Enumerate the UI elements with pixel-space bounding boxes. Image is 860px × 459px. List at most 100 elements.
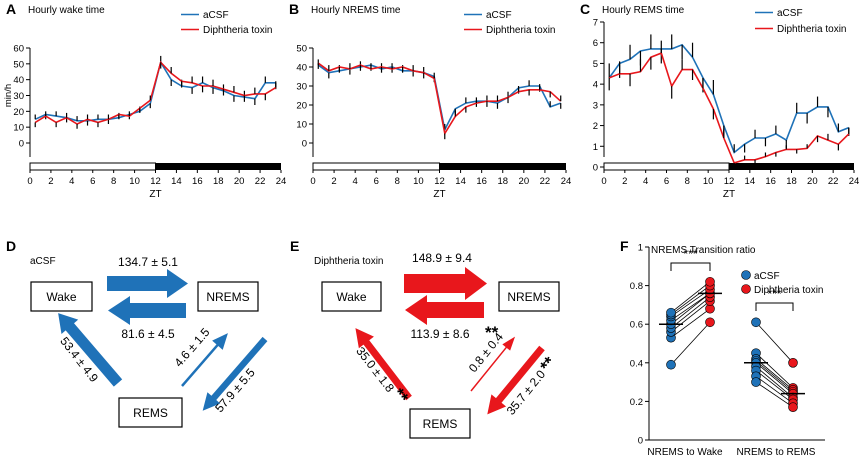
dt-point — [788, 402, 798, 412]
pair-line — [670, 292, 711, 321]
y-tick-label: 20 — [13, 107, 24, 118]
acsf-point — [751, 317, 761, 328]
x-tick-label: 24 — [849, 176, 860, 187]
pair-line — [670, 300, 711, 333]
legend-label-dt: Diphtheria toxin — [754, 285, 823, 296]
y-tick-label: 50 — [296, 44, 307, 55]
x-tick-label: 2 — [48, 176, 53, 187]
wake-node-label: Wake — [46, 290, 77, 304]
rems-to-nrems-arrow — [202, 336, 268, 411]
pair-line — [755, 360, 794, 393]
nrems-node-box — [197, 281, 259, 312]
panel-e: E Diphtheria toxin Wake NREMS REMS 148.9… — [290, 238, 560, 439]
significance-bracket — [670, 262, 711, 271]
y-tick-label: 0.6 — [630, 320, 643, 331]
legend-label-acsf: aCSF — [754, 271, 780, 282]
y-tick-label: 5 — [593, 59, 598, 70]
dark-phase-bar — [155, 163, 281, 170]
pair-line — [755, 366, 794, 398]
x-tick-label: 8 — [685, 176, 690, 187]
nrems-node-label: NREMS — [206, 290, 249, 304]
y-tick-label: 0 — [638, 436, 643, 447]
acsf-point — [666, 307, 676, 318]
y-tick-label: 0.2 — [630, 397, 643, 408]
y-tick-label: 10 — [13, 123, 24, 134]
y-tick-label: 3 — [593, 100, 598, 111]
wake-to-nrems-value: 148.9 ± 9.4 — [412, 251, 472, 265]
x-tick-label: 10 — [413, 176, 424, 187]
x-tick-label: 0 — [310, 176, 315, 187]
rems-to-wake-arrow — [355, 328, 412, 401]
x-tick-label: 4 — [353, 176, 358, 187]
pair-line — [755, 352, 794, 389]
x-tick-label: 14 — [745, 176, 756, 187]
x-tick-label: 18 — [786, 176, 797, 187]
significance-bracket — [755, 302, 794, 311]
panel-d-subtitle: aCSF — [30, 256, 56, 267]
x-tick-label: 16 — [476, 176, 487, 187]
wake-to-nrems-arrow — [107, 269, 188, 298]
series-line-dt — [608, 52, 850, 164]
nrems-to-wake-value: 81.6 ± 4.5 — [121, 327, 175, 341]
x-tick-label: 10 — [703, 176, 714, 187]
nrems-to-rems-arrow — [470, 336, 516, 392]
light-phase-bar — [29, 162, 156, 171]
x-tick-label: 0 — [601, 176, 606, 187]
y-tick-label: 0 — [19, 139, 24, 150]
pair-line — [670, 308, 711, 339]
panel-e-subtitle: Diphtheria toxin — [314, 256, 383, 267]
panel-label: A — [6, 1, 16, 17]
x-tick-label: 22 — [540, 176, 551, 187]
x-axis-label: ZT — [723, 189, 735, 200]
x-tick-label: 24 — [561, 176, 572, 187]
x-tick-label: 2 — [622, 176, 627, 187]
x-category-label: NREMS to REMS — [737, 447, 816, 458]
x-tick-label: 18 — [213, 176, 224, 187]
legend-swatch-acsf — [741, 270, 751, 280]
rems-to-nrems-value: 35.7 ± 2.0 — [504, 367, 549, 417]
panel-label: B — [289, 1, 299, 17]
nrems-to-rems-arrow — [181, 333, 228, 387]
pair-line — [670, 296, 711, 329]
legend-label-dt: Diphtheria toxin — [486, 25, 555, 36]
nrems-to-wake-value: 113.9 ± 8.6 — [410, 327, 469, 341]
dt-point — [705, 317, 715, 328]
pair-line — [670, 285, 711, 315]
x-tick-label: 8 — [111, 176, 116, 187]
chart-title: Hourly wake time — [28, 5, 105, 16]
legend-label-acsf: aCSF — [777, 8, 803, 19]
x-tick-label: 6 — [90, 176, 95, 187]
rems-node-label: REMS — [423, 417, 458, 431]
nrems-to-rems-value: 4.6 ± 1.5 — [171, 325, 212, 370]
series-line-acsf — [34, 60, 276, 122]
wake-to-nrems-arrow — [404, 267, 487, 300]
y-tick-label: 0.8 — [630, 281, 643, 292]
dark-phase-bar — [439, 163, 566, 170]
x-tick-label: 14 — [455, 176, 466, 187]
dark-phase-bar — [729, 163, 854, 170]
y-tick-label: 0 — [302, 139, 307, 150]
x-tick-label: 2 — [331, 176, 336, 187]
x-tick-label: 4 — [69, 176, 74, 187]
rems-to-wake-arrow — [58, 313, 123, 387]
y-tick-label: 6 — [593, 38, 598, 49]
light-phase-bar — [603, 162, 730, 171]
x-tick-label: 18 — [497, 176, 508, 187]
legend-label-dt: Diphtheria toxin — [777, 24, 846, 35]
x-tick-label: 20 — [807, 176, 818, 187]
panel-label: C — [580, 1, 590, 17]
chart-title: Hourly NREMS time — [311, 5, 401, 16]
x-tick-label: 12 — [434, 176, 445, 187]
rems-node-box — [409, 408, 471, 439]
significance-marker: *** — [767, 287, 781, 301]
x-tick-label: 20 — [519, 176, 530, 187]
panel-e-label: E — [290, 238, 299, 254]
x-tick-label: 10 — [129, 176, 140, 187]
x-tick-label: 22 — [255, 176, 266, 187]
legend-label-acsf: aCSF — [203, 10, 229, 21]
nrems-to-wake-arrow — [108, 296, 186, 325]
panel-d-label: D — [6, 238, 16, 254]
